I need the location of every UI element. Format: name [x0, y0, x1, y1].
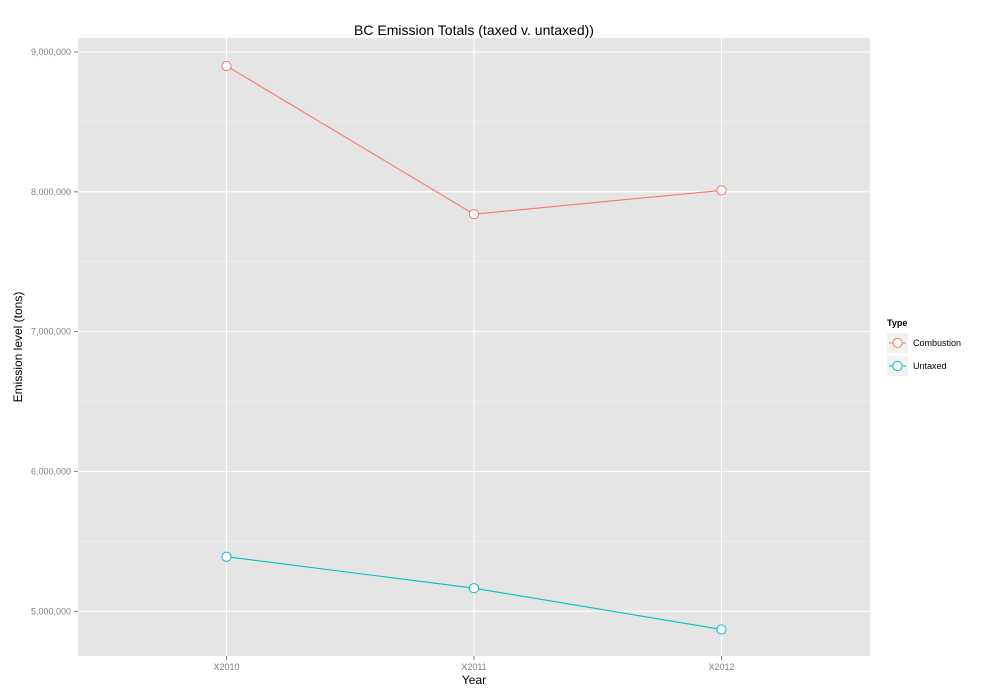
x-axis-title: Year [462, 673, 486, 687]
y-tick-label: 5,000,000 [31, 606, 71, 616]
y-tick-label: 6,000,000 [31, 466, 71, 476]
legend-label: Untaxed [913, 361, 947, 371]
x-tick-label: X2011 [461, 662, 486, 672]
data-point [716, 624, 727, 635]
legend-title: Type [887, 318, 907, 328]
legend-key-point [892, 360, 903, 372]
data-point [716, 185, 727, 196]
y-tick-label: 7,000,000 [31, 327, 71, 337]
y-axis: 5,000,000 6,000,000 7,000,000 8,000,000 9,00… [31, 47, 78, 616]
chart-title: BC Emission Totals (taxed v. untaxed)) [354, 22, 594, 38]
data-point [221, 60, 232, 72]
y-axis-title: Emission level (tons) [11, 292, 25, 403]
x-axis: X2010 X2011 X2012 [213, 656, 735, 672]
series-layer [221, 60, 727, 635]
y-tick-label: 8,000,000 [31, 187, 71, 197]
legend-label: Combustion [913, 338, 961, 348]
y-tick-label: 9,000,000 [31, 47, 71, 57]
x-tick-label: X2012 [708, 662, 734, 672]
data-point [468, 209, 480, 220]
legend: Type Combustion Untaxed [887, 318, 961, 376]
data-point [221, 551, 232, 562]
x-tick-label: X2010 [213, 662, 239, 672]
legend-key-point [892, 337, 903, 349]
data-point [468, 583, 480, 594]
